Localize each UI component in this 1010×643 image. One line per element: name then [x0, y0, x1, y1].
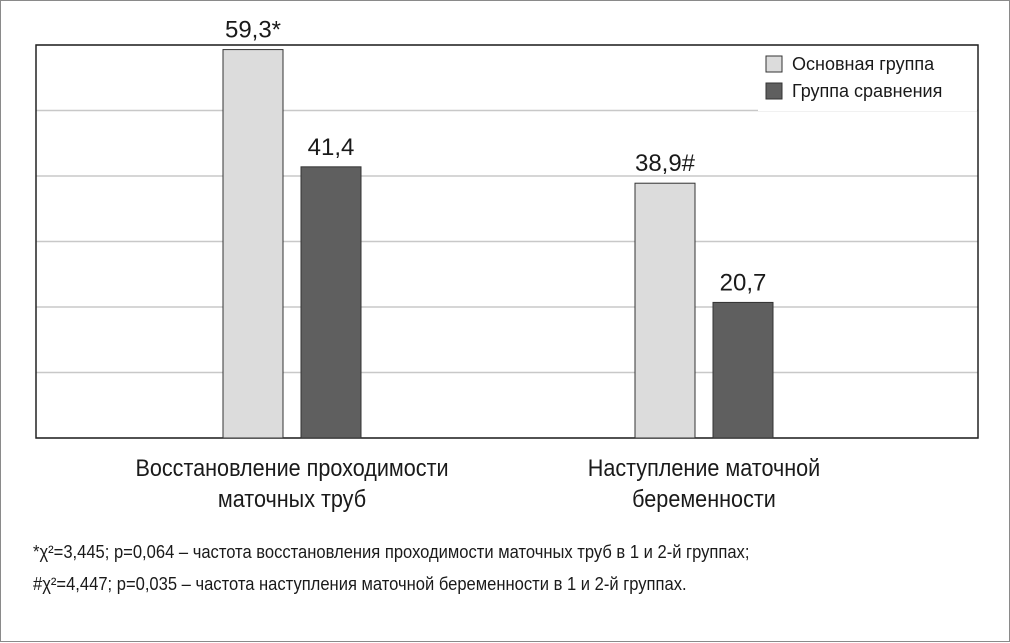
- bar: [222, 49, 284, 439]
- bar: [634, 182, 696, 439]
- value-label: 41,4: [308, 134, 355, 161]
- bar: [712, 301, 774, 439]
- legend-box: [758, 49, 977, 111]
- plot-frame: [35, 44, 979, 439]
- value-label: 38,9#: [635, 150, 696, 177]
- legend-swatch: [765, 82, 783, 100]
- legend-swatch: [765, 55, 783, 73]
- value-label: 59,3*: [225, 17, 281, 44]
- legend-label: Группа сравнения: [792, 81, 942, 101]
- legend-label: Основная группа: [792, 54, 935, 74]
- value-label: 20,7: [720, 269, 767, 296]
- footnote: *χ²=3,445; p=0,064 – частота восстановле…: [33, 542, 750, 562]
- bar: [300, 166, 362, 439]
- footnote: #χ²=4,447; p=0,035 – частота наступления…: [33, 574, 687, 594]
- x-tick-label: Наступление маточной беременности: [587, 455, 821, 513]
- x-tick-label: Восстановление проходимости маточных тру…: [135, 455, 449, 513]
